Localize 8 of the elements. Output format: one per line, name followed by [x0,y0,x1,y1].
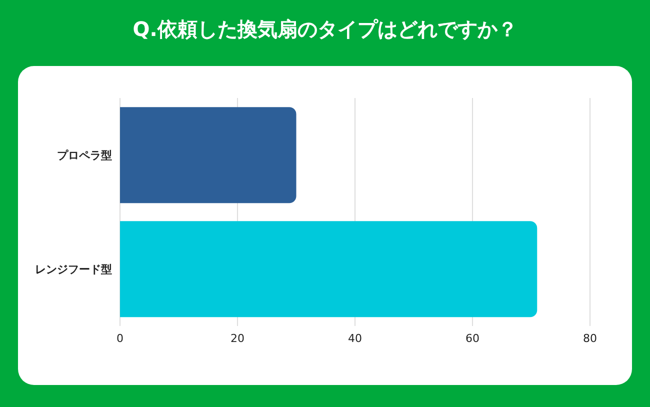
y-tick-label: レンジフード型 [35,262,112,276]
x-tick-label: 40 [348,332,362,345]
chart-title: Q.依頼した換気扇のタイプはどれですか？ [132,16,518,43]
x-tick-label: 60 [466,332,480,345]
x-tick-label: 20 [230,332,244,345]
x-tick-label: 80 [583,332,597,345]
x-tick-label: 0 [116,332,124,345]
y-tick-label: プロペラ型 [57,148,112,162]
